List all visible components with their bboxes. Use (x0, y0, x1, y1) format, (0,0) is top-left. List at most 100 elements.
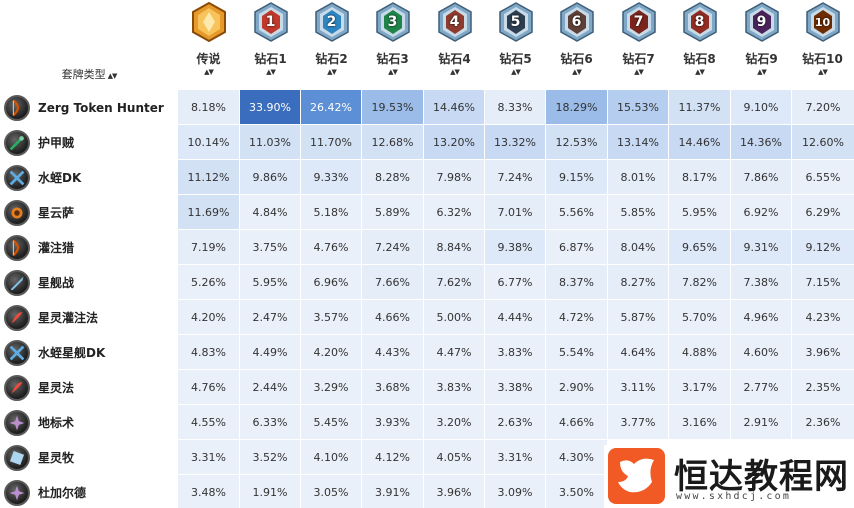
table-row[interactable]: 星云萨 11.69% 4.84% 5.18% 5.89% 6.32% 7.01% 5.56% 5… (0, 195, 854, 230)
sort-up-down-icon[interactable]: ▲▼ (572, 68, 582, 76)
sort-up-down-icon[interactable]: ▲▼ (634, 68, 644, 76)
percentage-cell: 3.75% (240, 230, 300, 264)
rank-column-header[interactable]: 6 钻石6 ▲▼ (546, 0, 607, 90)
deck-name: 杜加尔德 (38, 486, 87, 500)
percentage-cell: 6.92% (731, 195, 791, 229)
table-row[interactable]: 护甲贼 10.14% 11.03% 11.70% 12.68% 13.20% 13.32% 1… (0, 125, 854, 160)
sort-up-down-icon[interactable]: ▲▼ (757, 68, 767, 76)
deck-cell[interactable]: 护甲贼 (0, 125, 178, 160)
rank-badge-number: 9 (756, 14, 767, 30)
deck-cell[interactable]: 星灵法 (0, 370, 178, 405)
percentage-cell: 3.83% (485, 335, 545, 369)
deck-cell[interactable]: 水蛭DK (0, 160, 178, 195)
rank-name: 钻石2 (315, 52, 348, 66)
percentage-cell: 6.33% (240, 405, 300, 439)
rank-column-header[interactable]: 3 钻石3 ▲▼ (362, 0, 423, 90)
percentage-cell: 3.31% (178, 440, 239, 474)
table-row[interactable]: 灌注猎 7.19% 3.75% 4.76% 7.24% 8.84% 9.38% 6.87% 8.… (0, 230, 854, 265)
hunter-bow-icon (4, 234, 30, 261)
table-row[interactable]: 星灵法 4.76% 2.44% 3.29% 3.68% 3.83% 3.38% 2.90% 3.… (0, 370, 854, 405)
percentage-cell: 2.77% (731, 370, 791, 404)
deck-name: 星灵法 (38, 381, 75, 395)
rank-column-header[interactable]: 传说 ▲▼ (178, 0, 239, 90)
table-row[interactable]: Zerg Token Hunter 8.18% 33.90% 26.42% 19.53%… (0, 90, 854, 125)
deck-cell[interactable]: Zerg Token Hunter (0, 90, 178, 125)
diamond-rank-badge-icon: 8 (682, 2, 718, 42)
percentage-cell: 2.44% (240, 370, 300, 404)
percentage-cell: 7.38% (731, 265, 791, 299)
rank-column-header[interactable]: 5 钻石5 ▲▼ (485, 0, 546, 90)
sort-up-down-icon[interactable]: ▲▼ (327, 68, 337, 76)
deck-cell[interactable]: 星灵牧 (0, 440, 178, 475)
rank-column-header[interactable]: 9 钻石9 ▲▼ (731, 0, 792, 90)
percentage-cell: 10.14% (178, 125, 239, 159)
percentage-cell: 12.68% (362, 125, 423, 159)
rank-name: 钻石10 (802, 52, 843, 66)
sort-up-down-icon[interactable]: ▲▼ (107, 72, 118, 80)
percentage-cell: 3.50% (546, 475, 607, 508)
sort-up-down-icon[interactable]: ▲▼ (266, 68, 276, 76)
percentage-cell: 3.11% (608, 370, 668, 404)
deck-name: 护甲贼 (38, 136, 75, 150)
percentage-cell: 12.60% (792, 125, 854, 159)
rogue-dagger-icon (4, 129, 30, 156)
percentage-cell: 2.36% (792, 405, 854, 439)
percentage-cell: 4.88% (669, 335, 730, 369)
deck-cell[interactable]: 星灵灌注法 (0, 300, 178, 335)
rank-column-header[interactable]: 8 钻石8 ▲▼ (669, 0, 730, 90)
percentage-cell: 5.89% (362, 195, 423, 229)
sort-up-down-icon[interactable]: ▲▼ (511, 68, 521, 76)
rank-badge-number: 3 (387, 14, 398, 30)
deck-cell[interactable]: 星云萨 (0, 195, 178, 230)
percentage-cell: 4.72% (546, 300, 607, 334)
sort-up-down-icon[interactable]: ▲▼ (695, 68, 705, 76)
deck-cell[interactable]: 杜加尔德 (0, 475, 178, 508)
percentage-cell: 4.43% (362, 335, 423, 369)
sort-up-down-icon[interactable]: ▲▼ (204, 68, 214, 76)
rank-name: 传说 (196, 52, 221, 66)
percentage-cell: 5.56% (546, 195, 607, 229)
sort-up-down-icon[interactable]: ▲▼ (388, 68, 398, 76)
rank-name: 钻石9 (745, 52, 778, 66)
percentage-cell: 4.49% (240, 335, 300, 369)
rank-badge-number: 1 (265, 14, 276, 30)
percentage-cell: 15.53% (608, 90, 668, 124)
percentage-cell: 7.24% (485, 160, 545, 194)
percentage-cell: 2.91% (731, 405, 791, 439)
deck-cell[interactable]: 地标术 (0, 405, 178, 440)
percentage-cell: 1.91% (240, 475, 300, 508)
rank-column-header[interactable]: 4 钻石4 ▲▼ (424, 0, 485, 90)
diamond-rank-badge-icon: 5 (498, 2, 534, 42)
percentage-cell: 8.04% (608, 230, 668, 264)
table-row[interactable]: 星灵灌注法 4.20% 2.47% 3.57% 4.66% 5.00% 4.44% 4.72%… (0, 300, 854, 335)
table-row[interactable]: 水蛭DK 11.12% 9.86% 9.33% 8.28% 7.98% 7.24% 9.15%… (0, 160, 854, 195)
percentage-cell: 8.27% (608, 265, 668, 299)
deck-cell[interactable]: 星舰战 (0, 265, 178, 300)
sort-up-down-icon[interactable]: ▲▼ (818, 68, 828, 76)
percentage-cell: 11.03% (240, 125, 300, 159)
deck-type-column-header[interactable]: 套牌类型 ▲▼ (0, 66, 178, 82)
deck-cell[interactable]: 水蛭星舰DK (0, 335, 178, 370)
percentage-cell: 4.84% (240, 195, 300, 229)
deck-cell[interactable]: 灌注猎 (0, 230, 178, 265)
table-row[interactable]: 水蛭星舰DK 4.83% 4.49% 4.20% 4.43% 4.47% 3.83% 5.54… (0, 335, 854, 370)
rank-column-header[interactable]: 7 钻石7 ▲▼ (608, 0, 669, 90)
percentage-cell: 4.96% (731, 300, 791, 334)
percentage-cell: 6.55% (792, 160, 854, 194)
diamond-rank-badge-icon: 9 (744, 2, 780, 42)
percentage-cell: 14.46% (424, 90, 484, 124)
rank-column-header[interactable]: 10 钻石10 ▲▼ (792, 0, 853, 90)
sort-up-down-icon[interactable]: ▲▼ (450, 68, 460, 76)
table-row[interactable]: 地标术 4.55% 6.33% 5.45% 3.93% 3.20% 2.63% 4.66% 3.… (0, 405, 854, 440)
deck-name: 星舰战 (38, 276, 75, 290)
percentage-cell: 4.20% (301, 335, 361, 369)
percentage-cell: 3.48% (178, 475, 239, 508)
table-row[interactable]: 杜加尔德 3.48% 1.91% 3.05% 3.91% 3.96% 3.09% 3.50% (0, 475, 854, 508)
rank-column-header[interactable]: 1 钻石1 ▲▼ (240, 0, 301, 90)
percentage-cell: 7.86% (731, 160, 791, 194)
rank-badge-number: 2 (326, 14, 337, 30)
percentage-cell: 5.18% (301, 195, 361, 229)
rank-column-header[interactable]: 2 钻石2 ▲▼ (301, 0, 362, 90)
hunter-bow-icon (4, 94, 30, 121)
table-row[interactable]: 星舰战 5.26% 5.95% 6.96% 7.66% 7.62% 6.77% 8.37% 8.… (0, 265, 854, 300)
